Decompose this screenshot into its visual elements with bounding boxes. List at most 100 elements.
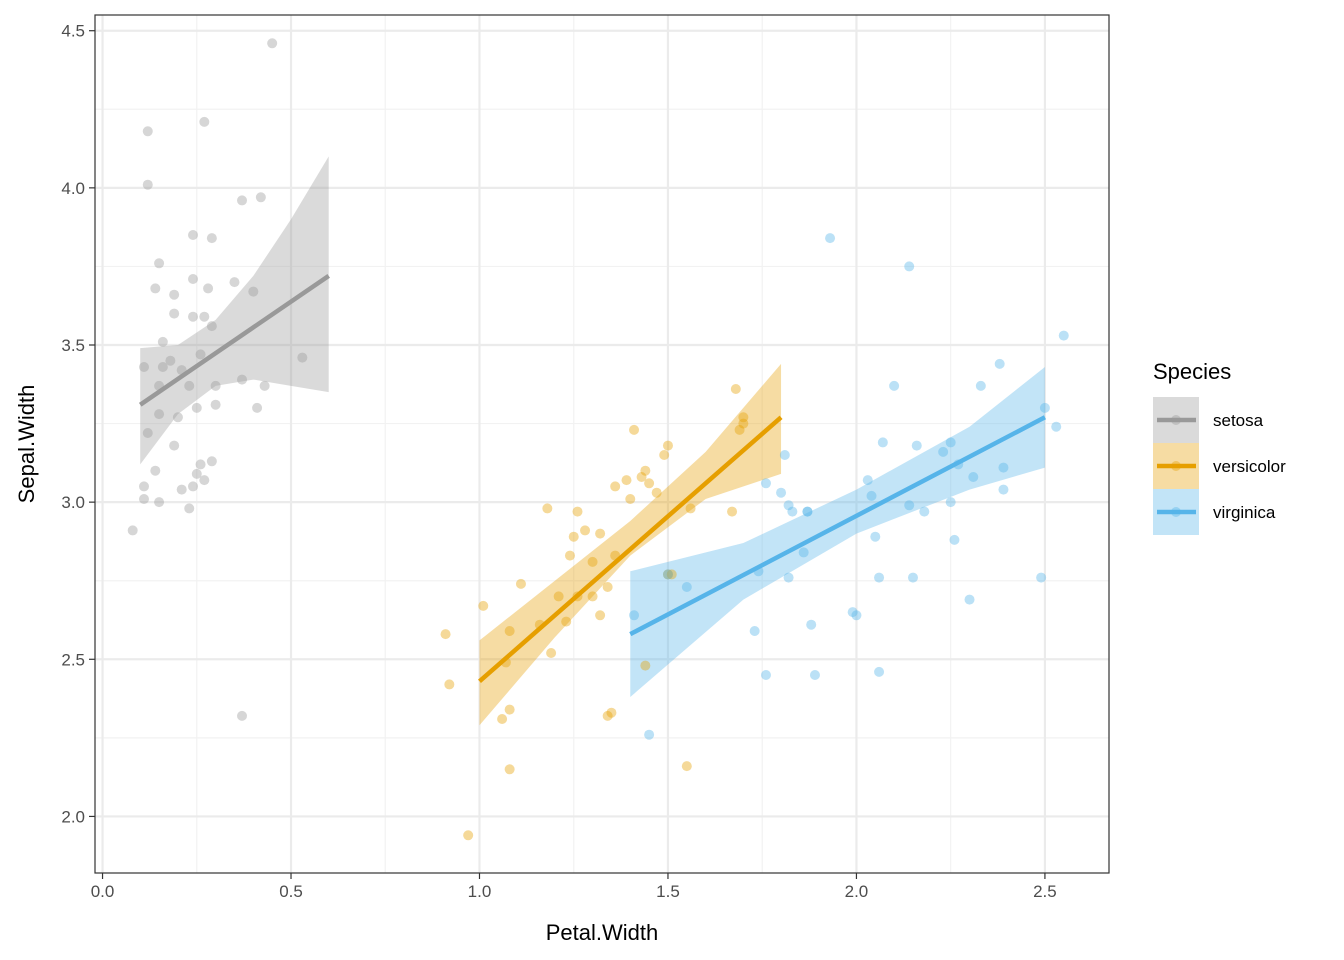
data-point-versicolor [587,591,598,602]
data-point-virginica [889,380,900,391]
data-point-setosa [191,468,202,479]
data-point-setosa [188,311,199,322]
data-point-versicolor [568,531,579,542]
confidence-bands [140,156,1045,726]
data-point-virginica [662,569,673,580]
data-point-setosa [229,277,240,288]
data-point-setosa [127,525,138,536]
data-point-virginica [798,547,809,558]
data-point-virginica [802,506,813,517]
data-point-virginica [806,619,817,630]
data-point-virginica [862,475,873,486]
data-point-setosa [154,409,165,420]
data-point-virginica [760,670,771,680]
plot-area [94,14,1110,874]
data-point-setosa [157,362,168,372]
data-point-setosa [154,258,165,269]
grid-minor [95,15,1109,873]
data-point-versicolor [606,707,617,718]
data-point-versicolor [504,626,515,636]
data-point-virginica [968,472,979,482]
data-point-setosa [188,481,199,492]
data-point-setosa [142,126,153,137]
data-point-versicolor [504,704,515,715]
data-point-setosa [157,336,168,347]
data-point-versicolor [662,440,673,451]
data-point-virginica [904,261,915,272]
data-point-virginica [1051,421,1062,432]
data-point-setosa [252,402,263,413]
data-point-versicolor [478,600,489,611]
data-point-versicolor [659,450,670,460]
data-point-setosa [206,233,217,244]
legend-key-point [1171,507,1181,517]
data-point-virginica [945,437,956,448]
data-point-virginica [998,462,1009,473]
x-tick-label: 1.5 [656,882,680,901]
data-point-setosa [297,352,308,363]
data-point-virginica [749,626,760,636]
data-point-setosa [142,428,153,438]
data-point-versicolor [662,569,673,580]
data-point-virginica [949,534,960,545]
data-point-setosa [150,465,161,476]
data-point-virginica [779,450,790,460]
data-point-setosa [139,481,150,492]
y-tick-label: 3.5 [61,336,85,355]
y-tick-label: 2.0 [61,807,85,826]
data-point-versicolor [515,578,526,589]
y-axis-title: Sepal.Width [14,385,39,504]
confidence-band-virginica [630,367,1045,697]
data-point-versicolor [602,582,613,592]
legend-key-versicolor [1153,443,1199,489]
data-point-virginica [911,440,922,451]
data-point-versicolor [685,503,696,514]
legend-key-setosa [1153,397,1199,443]
data-point-virginica [644,729,655,740]
data-point-versicolor [636,472,647,482]
data-point-virginica [877,437,888,448]
data-point-setosa [184,380,195,391]
legend-key-virginica [1153,489,1199,535]
data-point-versicolor [730,384,741,394]
x-axis-title: Petal.Width [546,920,659,945]
fit-line-setosa [138,273,330,407]
data-point-virginica [919,506,930,517]
data-point-versicolor [463,830,474,841]
data-point-virginica [1036,572,1047,583]
data-point-setosa [199,311,210,322]
data-point-setosa [206,321,217,332]
y-tick-label: 4.0 [61,179,85,198]
data-point-versicolor [497,714,508,724]
data-point-virginica [1039,402,1050,413]
data-point-virginica [870,531,881,542]
data-point-versicolor [610,481,621,492]
data-point-setosa [169,308,180,319]
data-point-setosa [150,283,161,294]
fit-line-virginica [629,415,1046,637]
data-point-setosa [188,274,199,284]
data-point-setosa [210,380,221,391]
data-point-setosa [154,497,165,508]
data-point-virginica [938,446,949,457]
data-point-versicolor [572,506,583,517]
data-point-setosa [176,484,187,495]
data-point-versicolor [440,629,451,640]
legend-label-versicolor: versicolor [1213,457,1286,476]
data-point-virginica [802,506,813,517]
data-point-versicolor [580,525,591,536]
data-point-setosa [267,38,278,49]
data-point-virginica [783,572,794,583]
data-point-virginica [629,610,640,621]
x-tick-label: 2.0 [845,882,869,901]
panel-border [94,14,1110,874]
data-point-setosa [188,230,199,240]
data-point-setosa [237,710,248,721]
data-point-setosa [203,283,214,294]
y-tick-label: 3.0 [61,493,85,512]
data-point-setosa [169,440,180,451]
legend: Species setosa versicolor virginica [1153,359,1286,535]
legend-label-setosa: setosa [1213,411,1264,430]
data-point-versicolor [564,550,575,561]
data-point-virginica [964,594,975,605]
